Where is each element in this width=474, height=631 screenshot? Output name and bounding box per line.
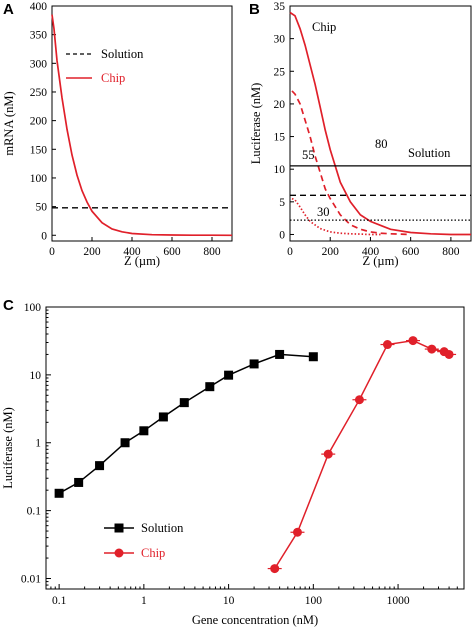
x-tick-label: 1 [141,595,147,607]
data-point [139,426,149,436]
panel-a-letter: A [3,1,14,18]
data-point [158,412,168,422]
panel-c-y-axis-label: Luciferase (nM) [1,407,15,489]
annotation-55: 55 [302,148,315,162]
x-tick-label: 800 [442,246,460,258]
data-point [120,438,130,448]
x-tick-label: 0 [49,246,55,258]
series-line-2 [291,197,381,236]
panel-a-plot-frame [51,5,233,242]
data-point [275,349,285,359]
y-tick-label: 25 [274,66,286,78]
panel-b-series [289,11,471,236]
y-tick-label: 0 [279,229,285,241]
x-tick-label: 200 [322,246,340,258]
panel-c-legend: Solution Chip [104,521,184,560]
data-point [427,344,437,354]
panel-a-ticks: 0 200 400 600 800 0 50 100 150 200 250 300 350 400 [30,1,221,258]
data-point [292,527,302,537]
panel-a-series [51,14,233,237]
legend-solution-label: Solution [101,47,144,61]
x-tick-label: 0.1 [52,595,67,607]
data-point [408,336,418,346]
panel-c-ticks: 0.1 1 10 100 1000 0.01 0.1 1 10 100 [21,302,465,607]
annotation-30: 30 [317,205,330,219]
series-line-1 [51,14,233,237]
data-point [179,398,189,408]
panel-c-x-axis-label: Gene concentration (nM) [192,613,318,627]
panel-a-legend: Solution Chip [66,47,144,85]
panel-c-chart: C 0.1 1 10 100 1000 0.01 0.1 1 10 100 Gene concen… [1,297,465,627]
legend-chip-label: Chip [101,71,125,85]
data-point [308,352,318,362]
x-tick-label: 0 [287,246,293,258]
panel-b-solution-label: Solution [408,146,451,160]
legend-chip-marker [114,548,124,558]
panel-b-chip-label: Chip [312,20,336,34]
x-tick-label: 600 [402,246,420,258]
legend-chip-label: Chip [141,546,165,560]
panel-a-y-axis-label: mRNA (nM) [2,91,16,155]
data-point [54,488,64,498]
panel-c-letter: C [3,297,14,314]
panel-c-plot-frame [45,306,465,590]
data-point [205,382,215,392]
y-tick-label: 400 [30,1,48,13]
y-tick-label: 1 [35,438,41,450]
y-tick-label: 100 [30,173,48,185]
legend-solution-marker [114,523,124,533]
y-tick-label: 150 [30,144,48,156]
y-tick-label: 350 [30,30,48,42]
data-point [382,340,392,350]
x-tick-label: 100 [305,595,323,607]
x-tick-label: 1000 [387,595,410,607]
y-tick-label: 5 [279,197,285,209]
panel-b-plot-frame [289,5,472,242]
x-tick-label: 800 [203,246,221,258]
y-tick-label: 10 [30,370,42,382]
y-tick-label: 30 [274,34,286,46]
data-point [270,564,280,574]
panel-b-y-axis-label: Luciferase (nM) [249,83,263,165]
series-line-0 [289,11,471,236]
y-tick-label: 0 [41,230,47,242]
x-tick-label: 400 [123,246,141,258]
y-tick-label: 250 [30,87,48,99]
series-line-0 [58,353,314,494]
annotation-80: 80 [375,137,388,151]
data-point [95,461,105,471]
data-point [249,359,259,369]
data-point [323,449,333,459]
panel-b-letter: B [249,1,260,18]
y-tick-label: 35 [274,1,286,13]
panel-b-x-axis-label: Z (µm) [362,254,398,268]
y-tick-label: 300 [30,58,48,70]
panel-a-x-axis-label: Z (µm) [124,254,160,268]
data-point [74,477,84,487]
x-tick-label: 10 [223,595,235,607]
y-tick-label: 100 [24,302,42,314]
y-tick-label: 0.1 [27,506,42,518]
data-point [444,349,454,359]
x-tick-label: 200 [83,246,101,258]
y-tick-label: 15 [274,132,286,144]
panel-c-series [54,336,457,574]
y-tick-label: 0.01 [21,573,41,585]
data-point [224,370,234,380]
y-tick-label: 10 [274,164,286,176]
y-tick-label: 20 [274,99,286,111]
panel-b-ticks: 0 200 400 600 800 0 5 10 15 20 25 30 35 [274,1,460,258]
panel-b-chart: B 0 200 400 600 800 0 5 10 15 20 25 30 35 Z (µm) Luc… [249,1,472,268]
legend-solution-label: Solution [141,521,184,535]
x-tick-label: 600 [163,246,181,258]
series-line-1 [291,90,411,236]
y-tick-label: 50 [36,202,48,214]
data-point [354,395,364,405]
panel-a-chart: A 0 200 400 600 800050100150200250300350400 … [2,1,233,268]
y-tick-label: 200 [30,116,48,128]
x-tick-label: 400 [362,246,380,258]
